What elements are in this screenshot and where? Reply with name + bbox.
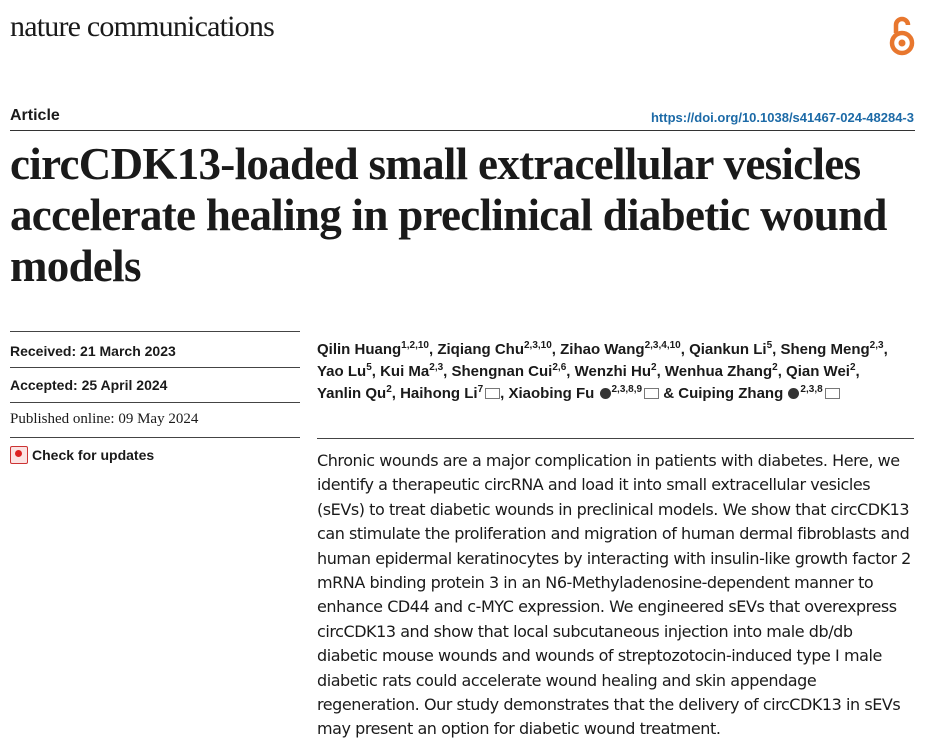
- article-type-label: Article: [10, 107, 60, 124]
- author[interactable]: Kui Ma2,3: [380, 362, 444, 381]
- author[interactable]: Qilin Huang1,2,10: [317, 340, 429, 359]
- author[interactable]: Wenhua Zhang2: [664, 362, 778, 381]
- accepted-label: Accepted:: [10, 377, 78, 393]
- author[interactable]: Sheng Meng2,3: [780, 340, 884, 359]
- author-list: Qilin Huang1,2,10, Ziqiang Chu2,3,10, Zi…: [317, 340, 888, 403]
- author[interactable]: Qiankun Li5: [689, 340, 773, 359]
- author[interactable]: Qian Wei2: [786, 362, 856, 381]
- received-value: 21 March 2023: [80, 343, 176, 359]
- abstract-divider: [317, 438, 914, 439]
- author[interactable]: Zihao Wang2,3,4,10: [560, 340, 681, 359]
- published-date: Published online: 09 May 2024: [10, 411, 199, 427]
- accepted-value: 25 April 2024: [81, 377, 168, 393]
- check-for-updates-button[interactable]: Check for updates: [10, 446, 154, 464]
- email-icon[interactable]: [644, 388, 660, 399]
- abstract-text: Chronic wounds are a major complication …: [317, 451, 911, 739]
- author[interactable]: Yanlin Qu2: [317, 384, 392, 403]
- received-label: Received:: [10, 343, 77, 359]
- meta-divider: [10, 437, 300, 438]
- meta-divider: [10, 367, 300, 368]
- journal-name: nature communications: [10, 10, 275, 43]
- title-divider: [10, 130, 915, 131]
- author[interactable]: Wenzhi Hu2: [574, 362, 657, 381]
- orcid-icon[interactable]: [599, 388, 611, 399]
- author[interactable]: Xiaobing Fu 2,3,8,9: [509, 385, 660, 402]
- article-title: circCDK13-loaded small extracellular ves…: [10, 139, 887, 291]
- author[interactable]: Shengnan Cui2,6: [451, 362, 567, 381]
- author[interactable]: Yao Lu5: [317, 362, 372, 381]
- check-updates-label: Check for updates: [32, 447, 155, 463]
- accepted-date: Accepted: 25 April 2024: [10, 377, 167, 393]
- meta-divider: [10, 331, 300, 332]
- check-updates-icon: [10, 446, 28, 464]
- email-icon[interactable]: [824, 388, 840, 399]
- doi-link[interactable]: https://doi.org/10.1038/s41467-024-48284…: [650, 110, 914, 125]
- author[interactable]: Cuiping Zhang 2,3,8: [678, 385, 840, 402]
- received-date: Received: 21 March 2023: [10, 343, 176, 359]
- author[interactable]: Ziqiang Chu2,3,10: [437, 340, 552, 359]
- meta-divider: [10, 402, 300, 403]
- open-access-icon: [889, 16, 915, 56]
- email-icon[interactable]: [485, 388, 501, 399]
- orcid-icon[interactable]: [788, 388, 800, 399]
- author[interactable]: Haihong Li7: [400, 385, 501, 402]
